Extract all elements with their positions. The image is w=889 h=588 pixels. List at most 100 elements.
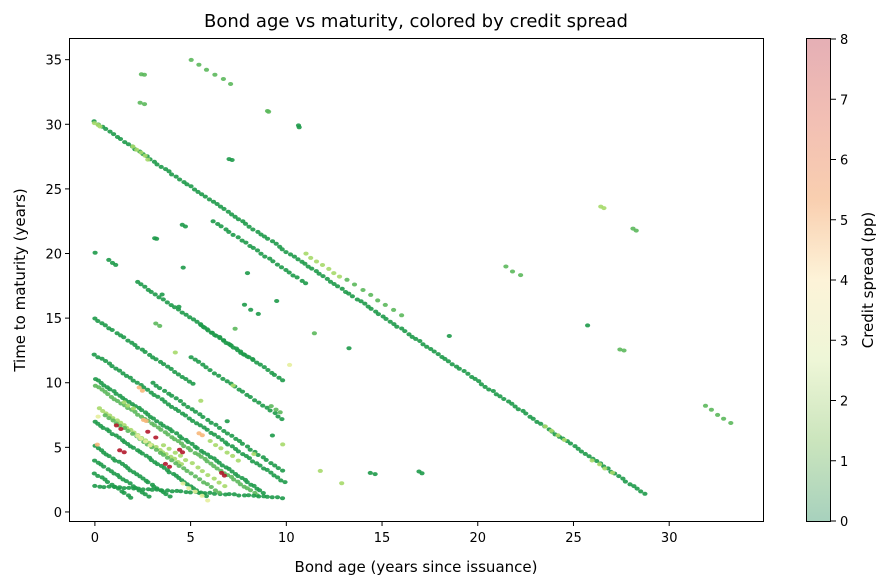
data-point [117,485,123,490]
data-point [220,376,226,381]
data-point [113,391,119,396]
data-point [141,102,148,107]
data-point [609,470,616,475]
y-tick-label: 30 [45,118,62,133]
data-point [184,468,190,473]
data-point [189,407,195,412]
data-point [125,429,131,433]
data-point [225,209,231,214]
data-point [126,485,132,490]
data-point [200,362,206,367]
data-point [219,463,225,468]
data-point [157,386,163,391]
data-point [728,421,734,425]
data-point [224,419,230,424]
data-point [221,206,227,211]
data-point [627,482,633,487]
data-point [197,412,203,417]
data-point [104,480,111,484]
data-point [274,495,281,500]
data-point [205,473,211,478]
data-point [255,453,261,457]
data-point [187,490,193,495]
data-point [159,488,165,493]
data-point [240,352,247,357]
data-point [287,362,293,367]
data-point [275,466,281,471]
data-point [302,261,308,266]
data-point [303,281,309,286]
data-point [344,277,350,282]
data-point [231,477,237,482]
data-point [303,251,309,256]
data-point [213,333,219,338]
data-point [162,399,168,404]
data-point [95,319,101,323]
data-points [91,57,734,503]
data-point [207,368,213,373]
data-point [183,377,189,381]
data-point [187,448,194,453]
data-point [199,192,205,197]
data-point [163,492,169,497]
data-point [518,273,524,278]
data-point [368,292,374,297]
data-point [236,439,243,443]
data-point [207,490,213,495]
data-point [180,265,186,270]
data-point [260,455,266,460]
data-point [274,262,280,267]
data-point [152,292,158,297]
data-point [503,264,509,269]
data-point [202,491,208,496]
data-point [250,227,256,232]
data-point [130,406,136,411]
data-point [247,447,253,452]
data-point [445,359,451,364]
data-point [230,232,236,237]
data-point [263,457,269,462]
data-point [431,349,437,354]
data-point [181,402,187,407]
data-point [175,439,181,444]
data-point [92,458,98,463]
data-point [272,411,278,416]
data-point [183,458,189,463]
data-point [215,222,221,226]
data-point [153,383,159,388]
data-point [109,364,115,369]
data-point [150,380,156,385]
data-point [216,425,223,430]
data-point [154,419,160,424]
data-point [276,375,282,380]
data-point [251,452,257,456]
data-point [221,338,227,343]
data-point [225,442,231,447]
data-point [715,412,721,417]
data-point [102,413,108,418]
data-point [260,491,266,495]
data-point [476,379,482,384]
data-point [106,429,112,434]
data-point [391,322,397,327]
data-point [211,476,217,481]
data-point [155,394,161,399]
data-point [542,424,548,429]
data-point [216,373,222,378]
data-point [165,364,171,369]
data-point [163,167,169,172]
data-point [167,494,173,499]
data-point [162,461,168,466]
data-point [222,484,228,489]
data-point [121,450,127,455]
x-axis-label: Bond age (years since issuance) [295,558,538,576]
data-point [362,301,368,306]
data-point [154,236,160,241]
y-axis-label: Time to maturity (years) [11,188,29,372]
data-point [92,250,98,255]
data-point [523,411,529,416]
data-point [497,394,503,399]
data-point [257,463,263,468]
data-point [172,370,178,374]
data-point [261,365,267,370]
